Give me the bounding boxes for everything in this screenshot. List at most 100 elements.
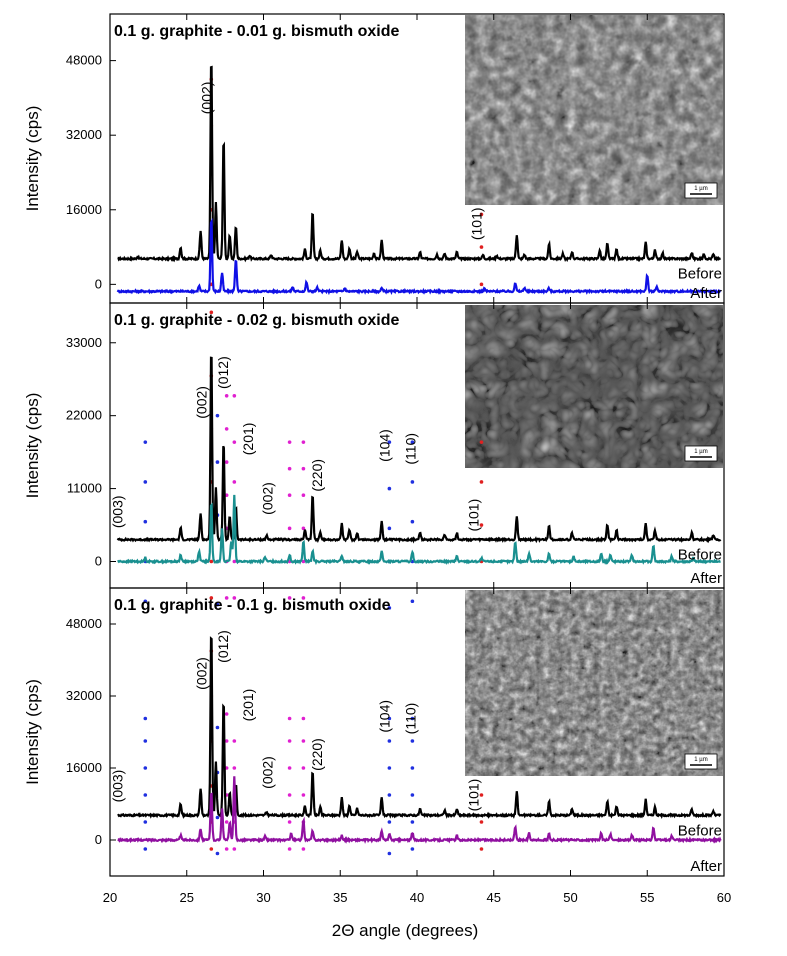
hkl-annotation: (110) xyxy=(403,703,419,735)
hkl-annotation: (003) xyxy=(109,770,125,803)
series-line-after xyxy=(116,217,722,296)
reference-marker-pink xyxy=(301,526,306,531)
x-tick-label: 55 xyxy=(640,890,654,905)
scale-bar-label: 1 µm xyxy=(694,757,707,763)
reference-marker-blue xyxy=(410,716,415,721)
reference-marker-pink xyxy=(301,466,306,471)
x-tick-label: 45 xyxy=(487,890,501,905)
scale-bar-label: 1 µm xyxy=(694,449,707,455)
sem-texture xyxy=(465,305,723,468)
hkl-annotation: (101) xyxy=(469,207,485,240)
panel-title: 0.1 g. graphite - 0.1 g. bismuth oxide xyxy=(114,597,391,614)
reference-marker-blue xyxy=(143,739,148,743)
y-axis-label: Intensity (cps) xyxy=(23,679,42,785)
reference-marker-red xyxy=(209,596,214,600)
hkl-annotation: (104) xyxy=(376,700,392,733)
y-tick-label: 16000 xyxy=(66,760,102,775)
reference-marker-pink xyxy=(232,559,237,564)
reference-marker-pink xyxy=(224,739,229,743)
hkl-annotation: (104) xyxy=(376,429,392,462)
reference-marker-pink xyxy=(287,766,292,770)
reference-marker-pink xyxy=(232,393,237,398)
x-tick-label: 30 xyxy=(256,890,270,905)
reference-marker-blue xyxy=(410,793,415,797)
reference-marker-blue xyxy=(143,766,148,770)
sem-texture xyxy=(465,15,723,205)
reference-marker-blue xyxy=(387,766,392,770)
panel-title: 0.1 g. graphite - 0.02 g. bismuth oxide xyxy=(114,312,399,329)
reference-marker-blue xyxy=(387,851,392,856)
reference-marker-blue xyxy=(387,716,392,721)
hkl-annotation: (101) xyxy=(465,499,481,532)
reference-marker-blue xyxy=(410,766,415,770)
xrd-panel-1: 1 µm 0 16000 32000 48000 Intensity (cps) 0.1 g… xyxy=(23,13,725,315)
x-tick-label: 20 xyxy=(103,890,117,905)
reference-marker-pink xyxy=(287,596,292,600)
reference-marker-red xyxy=(479,847,484,851)
reference-marker-red xyxy=(479,212,484,217)
series-line-before xyxy=(116,356,722,544)
reference-marker-blue xyxy=(387,793,392,797)
x-tick-label: 50 xyxy=(563,890,577,905)
reference-marker-pink xyxy=(287,793,292,797)
x-tick-label: 35 xyxy=(333,890,347,905)
hkl-annotation: (002) xyxy=(260,756,276,789)
reference-marker-blue xyxy=(410,440,415,444)
reference-marker-blue xyxy=(215,815,220,820)
reference-marker-blue xyxy=(410,820,415,824)
sem-image-2: 1 µm xyxy=(465,305,723,468)
y-tick-label: 16000 xyxy=(66,202,102,217)
reference-marker-blue xyxy=(215,413,220,418)
reference-marker-pink xyxy=(232,847,237,851)
reference-marker-pink xyxy=(224,427,229,431)
series-line-before xyxy=(117,636,722,820)
reference-marker-pink xyxy=(224,847,229,851)
reference-marker-blue xyxy=(215,602,220,607)
reference-marker-blue xyxy=(387,606,392,610)
hkl-annotation: (003) xyxy=(109,495,125,528)
x-tick-label: 40 xyxy=(410,890,424,905)
reference-marker-pink xyxy=(224,820,229,824)
series-line-after xyxy=(116,494,721,566)
hkl-annotation: (002) xyxy=(194,386,210,419)
hkl-annotation: (220) xyxy=(309,738,325,771)
reference-marker-blue xyxy=(387,820,392,824)
reference-marker-red xyxy=(479,480,484,484)
reference-marker-red xyxy=(479,820,484,824)
hkl-annotation: (002) xyxy=(194,657,210,690)
series-label-after: After xyxy=(690,570,722,587)
hkl-annotation: (201) xyxy=(240,423,256,456)
reference-marker-pink xyxy=(301,493,306,498)
sem-texture xyxy=(465,590,723,776)
reference-marker-pink xyxy=(287,493,292,498)
reference-marker-pink xyxy=(301,440,306,444)
sem-image-3: 1 µm xyxy=(465,590,723,776)
series-label-before: Before xyxy=(678,266,722,283)
reference-marker-red xyxy=(209,559,214,564)
series-label-after: After xyxy=(690,285,722,302)
y-tick-label: 32000 xyxy=(66,127,102,142)
reference-marker-blue xyxy=(387,486,392,491)
reference-marker-pink xyxy=(232,440,237,444)
reference-marker-blue xyxy=(143,519,148,524)
hkl-annotation: (220) xyxy=(309,459,325,492)
series-label-before: Before xyxy=(678,822,722,839)
series-line-after xyxy=(117,776,722,844)
reference-marker-pink xyxy=(301,559,306,564)
y-tick-label: 33000 xyxy=(66,335,102,350)
reference-marker-pink xyxy=(301,793,306,797)
reference-marker-pink xyxy=(301,739,306,743)
y-tick-label: 48000 xyxy=(66,616,102,631)
reference-marker-blue xyxy=(215,725,220,730)
reference-marker-pink xyxy=(224,596,229,600)
reference-marker-red xyxy=(479,440,484,444)
y-tick-label: 11000 xyxy=(67,481,102,496)
reference-marker-pink xyxy=(232,766,237,770)
reference-marker-blue xyxy=(410,599,415,604)
y-tick-label: 32000 xyxy=(66,688,102,703)
reference-marker-pink xyxy=(232,480,237,484)
reference-marker-pink xyxy=(287,716,292,721)
reference-marker-pink xyxy=(287,466,292,471)
reference-marker-pink xyxy=(301,596,306,600)
